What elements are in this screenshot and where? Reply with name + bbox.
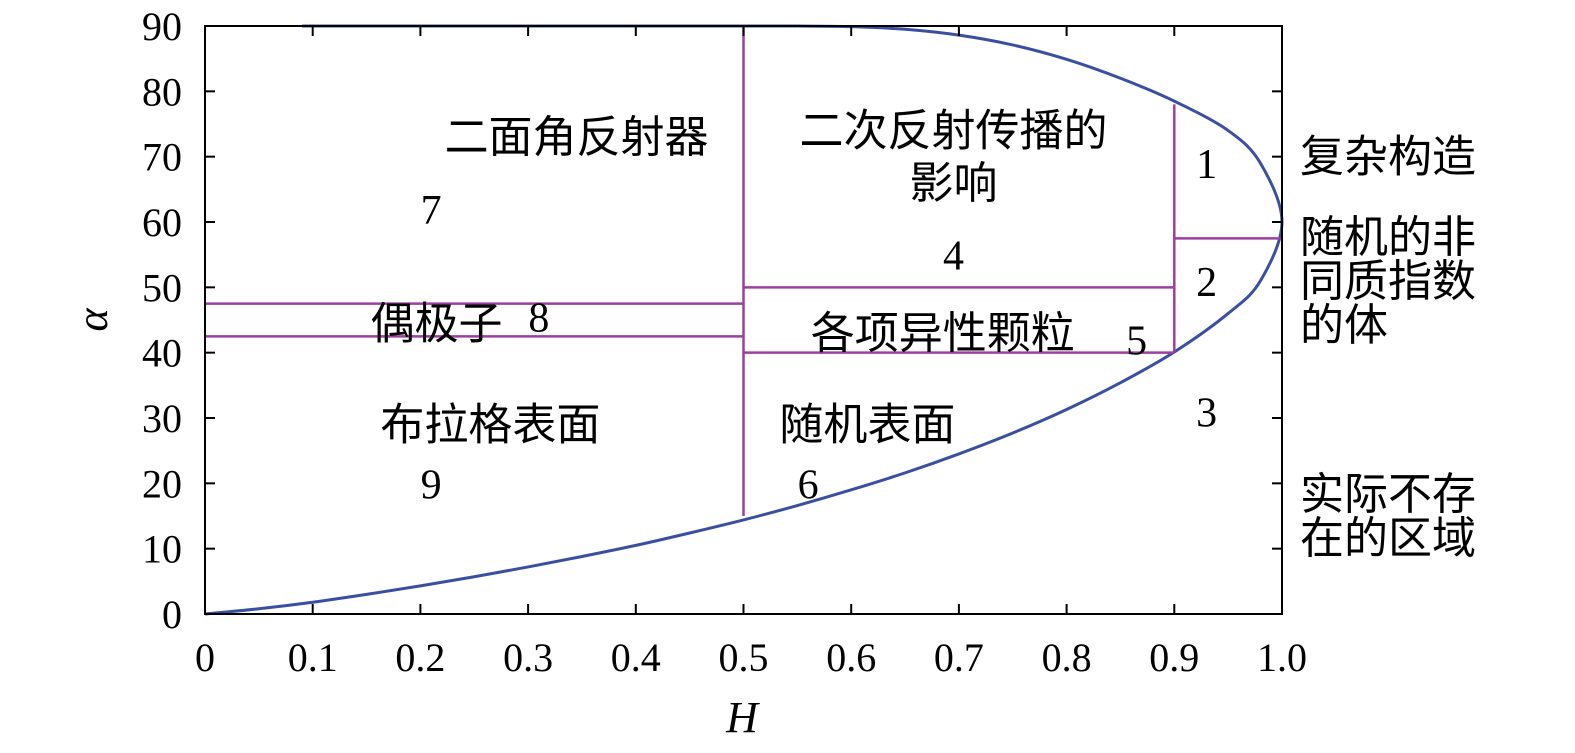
region-number-label: 5 <box>1126 319 1147 365</box>
y-tick-label: 40 <box>142 331 182 376</box>
region-name-label: 影响 <box>910 158 998 209</box>
x-tick-label: 0 <box>195 635 215 680</box>
region-number-label: 2 <box>1196 260 1217 306</box>
region-name-label: 二面角反射器 <box>445 112 709 163</box>
y-tick-label: 80 <box>142 69 182 114</box>
y-axis-title: α <box>68 308 117 332</box>
side-annotation-line: 在的区域 <box>1300 513 1476 564</box>
region-number-label: 1 <box>1196 142 1217 188</box>
x-tick-label: 0.4 <box>611 635 661 680</box>
x-tick-label: 1.0 <box>1257 635 1307 680</box>
region-number-label: 4 <box>943 234 964 280</box>
region-name-label: 偶极子 <box>371 298 503 349</box>
region-number-label: 3 <box>1196 390 1217 436</box>
x-tick-label: 0.2 <box>395 635 445 680</box>
y-tick-label: 70 <box>142 135 182 180</box>
x-tick-label: 0.7 <box>934 635 984 680</box>
y-tick-label: 20 <box>142 461 182 506</box>
side-annotation-line: 随机的非 <box>1300 212 1476 263</box>
region-name-label: 各项异性颗粒 <box>811 308 1075 359</box>
x-tick-label: 0.3 <box>503 635 553 680</box>
y-tick-label: 90 <box>142 4 182 49</box>
partition-layer <box>205 26 1282 516</box>
x-tick-label: 0.5 <box>719 635 769 680</box>
region-name-label: 布拉格表面 <box>380 400 600 451</box>
y-tick-label: 50 <box>142 265 182 310</box>
x-tick-label: 0.9 <box>1149 635 1199 680</box>
y-tick-label: 30 <box>142 396 182 441</box>
region-number-label: 8 <box>528 296 549 342</box>
region-name-label: 二次反射传播的 <box>800 106 1108 157</box>
region-number-label: 9 <box>421 462 442 508</box>
region-number-label: 6 <box>798 462 819 508</box>
side-annotation-line: 复杂构造 <box>1300 132 1476 183</box>
y-tick-label: 60 <box>142 200 182 245</box>
x-axis-title: H <box>725 693 760 742</box>
feasible-boundary-curve <box>204 24 1284 616</box>
x-tick-label: 0.8 <box>1042 635 1092 680</box>
y-tick-label: 0 <box>162 592 182 637</box>
x-tick-label: 0.6 <box>826 635 876 680</box>
side-annotation-line: 实际不存 <box>1300 469 1476 520</box>
region-number-label: 7 <box>421 188 442 234</box>
y-tick-label: 10 <box>142 527 182 572</box>
side-annotation-line: 同质指数 <box>1300 256 1476 307</box>
x-tick-label: 0.1 <box>288 635 338 680</box>
tick-layer: 0 0.1 0.2 0.3 0.4 0.5 0.6 0.7 0.8 0.9 1.0 0 10 20 30 40… <box>142 4 1307 680</box>
side-annotation-line: 的体 <box>1300 300 1388 351</box>
region-name-label: 随机表面 <box>779 400 955 451</box>
